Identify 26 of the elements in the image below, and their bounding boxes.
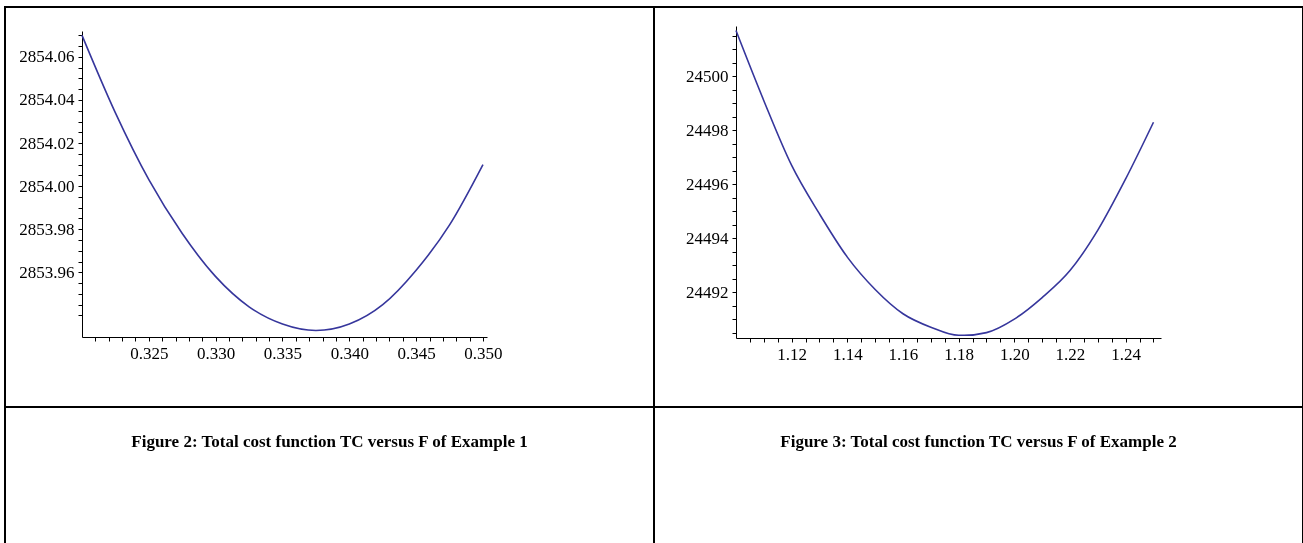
y-tick-label: 2853.98 [19, 219, 75, 239]
y-tick-label: 24492 [686, 282, 729, 302]
y-tick-label: 2854.00 [19, 176, 75, 196]
y-tick-label: 2854.06 [19, 47, 75, 67]
x-tick-label: 0.350 [464, 343, 503, 363]
y-tick-label: 2854.02 [19, 133, 75, 153]
x-tick-label: 0.345 [397, 343, 436, 363]
x-tick-label: 0.335 [263, 343, 303, 363]
y-tick-label: 24500 [686, 66, 729, 86]
x-tick-label: 0.330 [197, 343, 236, 363]
y-tick-label: 2854.04 [19, 90, 75, 110]
x-tick-label: 1.22 [1055, 344, 1086, 364]
x-tick-label: 1.12 [777, 344, 808, 364]
x-tick-label: 0.340 [330, 343, 369, 363]
text: Figure 3: Total cost function TC versus F of Example 2 [779, 431, 1178, 452]
text: Figure 2: Total cost function TC versus F of Example 1 [130, 431, 529, 452]
y-tick-label: 2853.96 [19, 262, 75, 282]
y-tick-label: 24494 [686, 228, 729, 248]
x-tick-label: 1.16 [888, 344, 919, 364]
x-tick-label: 0.325 [130, 343, 169, 363]
x-tick-label: 1.20 [999, 344, 1030, 364]
x-tick-label: 1.14 [832, 344, 864, 364]
y-tick-label: 24496 [686, 174, 729, 194]
x-tick-label: 1.24 [1111, 344, 1142, 364]
x-tick-label: 1.18 [944, 344, 975, 364]
y-tick-label: 24498 [686, 120, 729, 140]
